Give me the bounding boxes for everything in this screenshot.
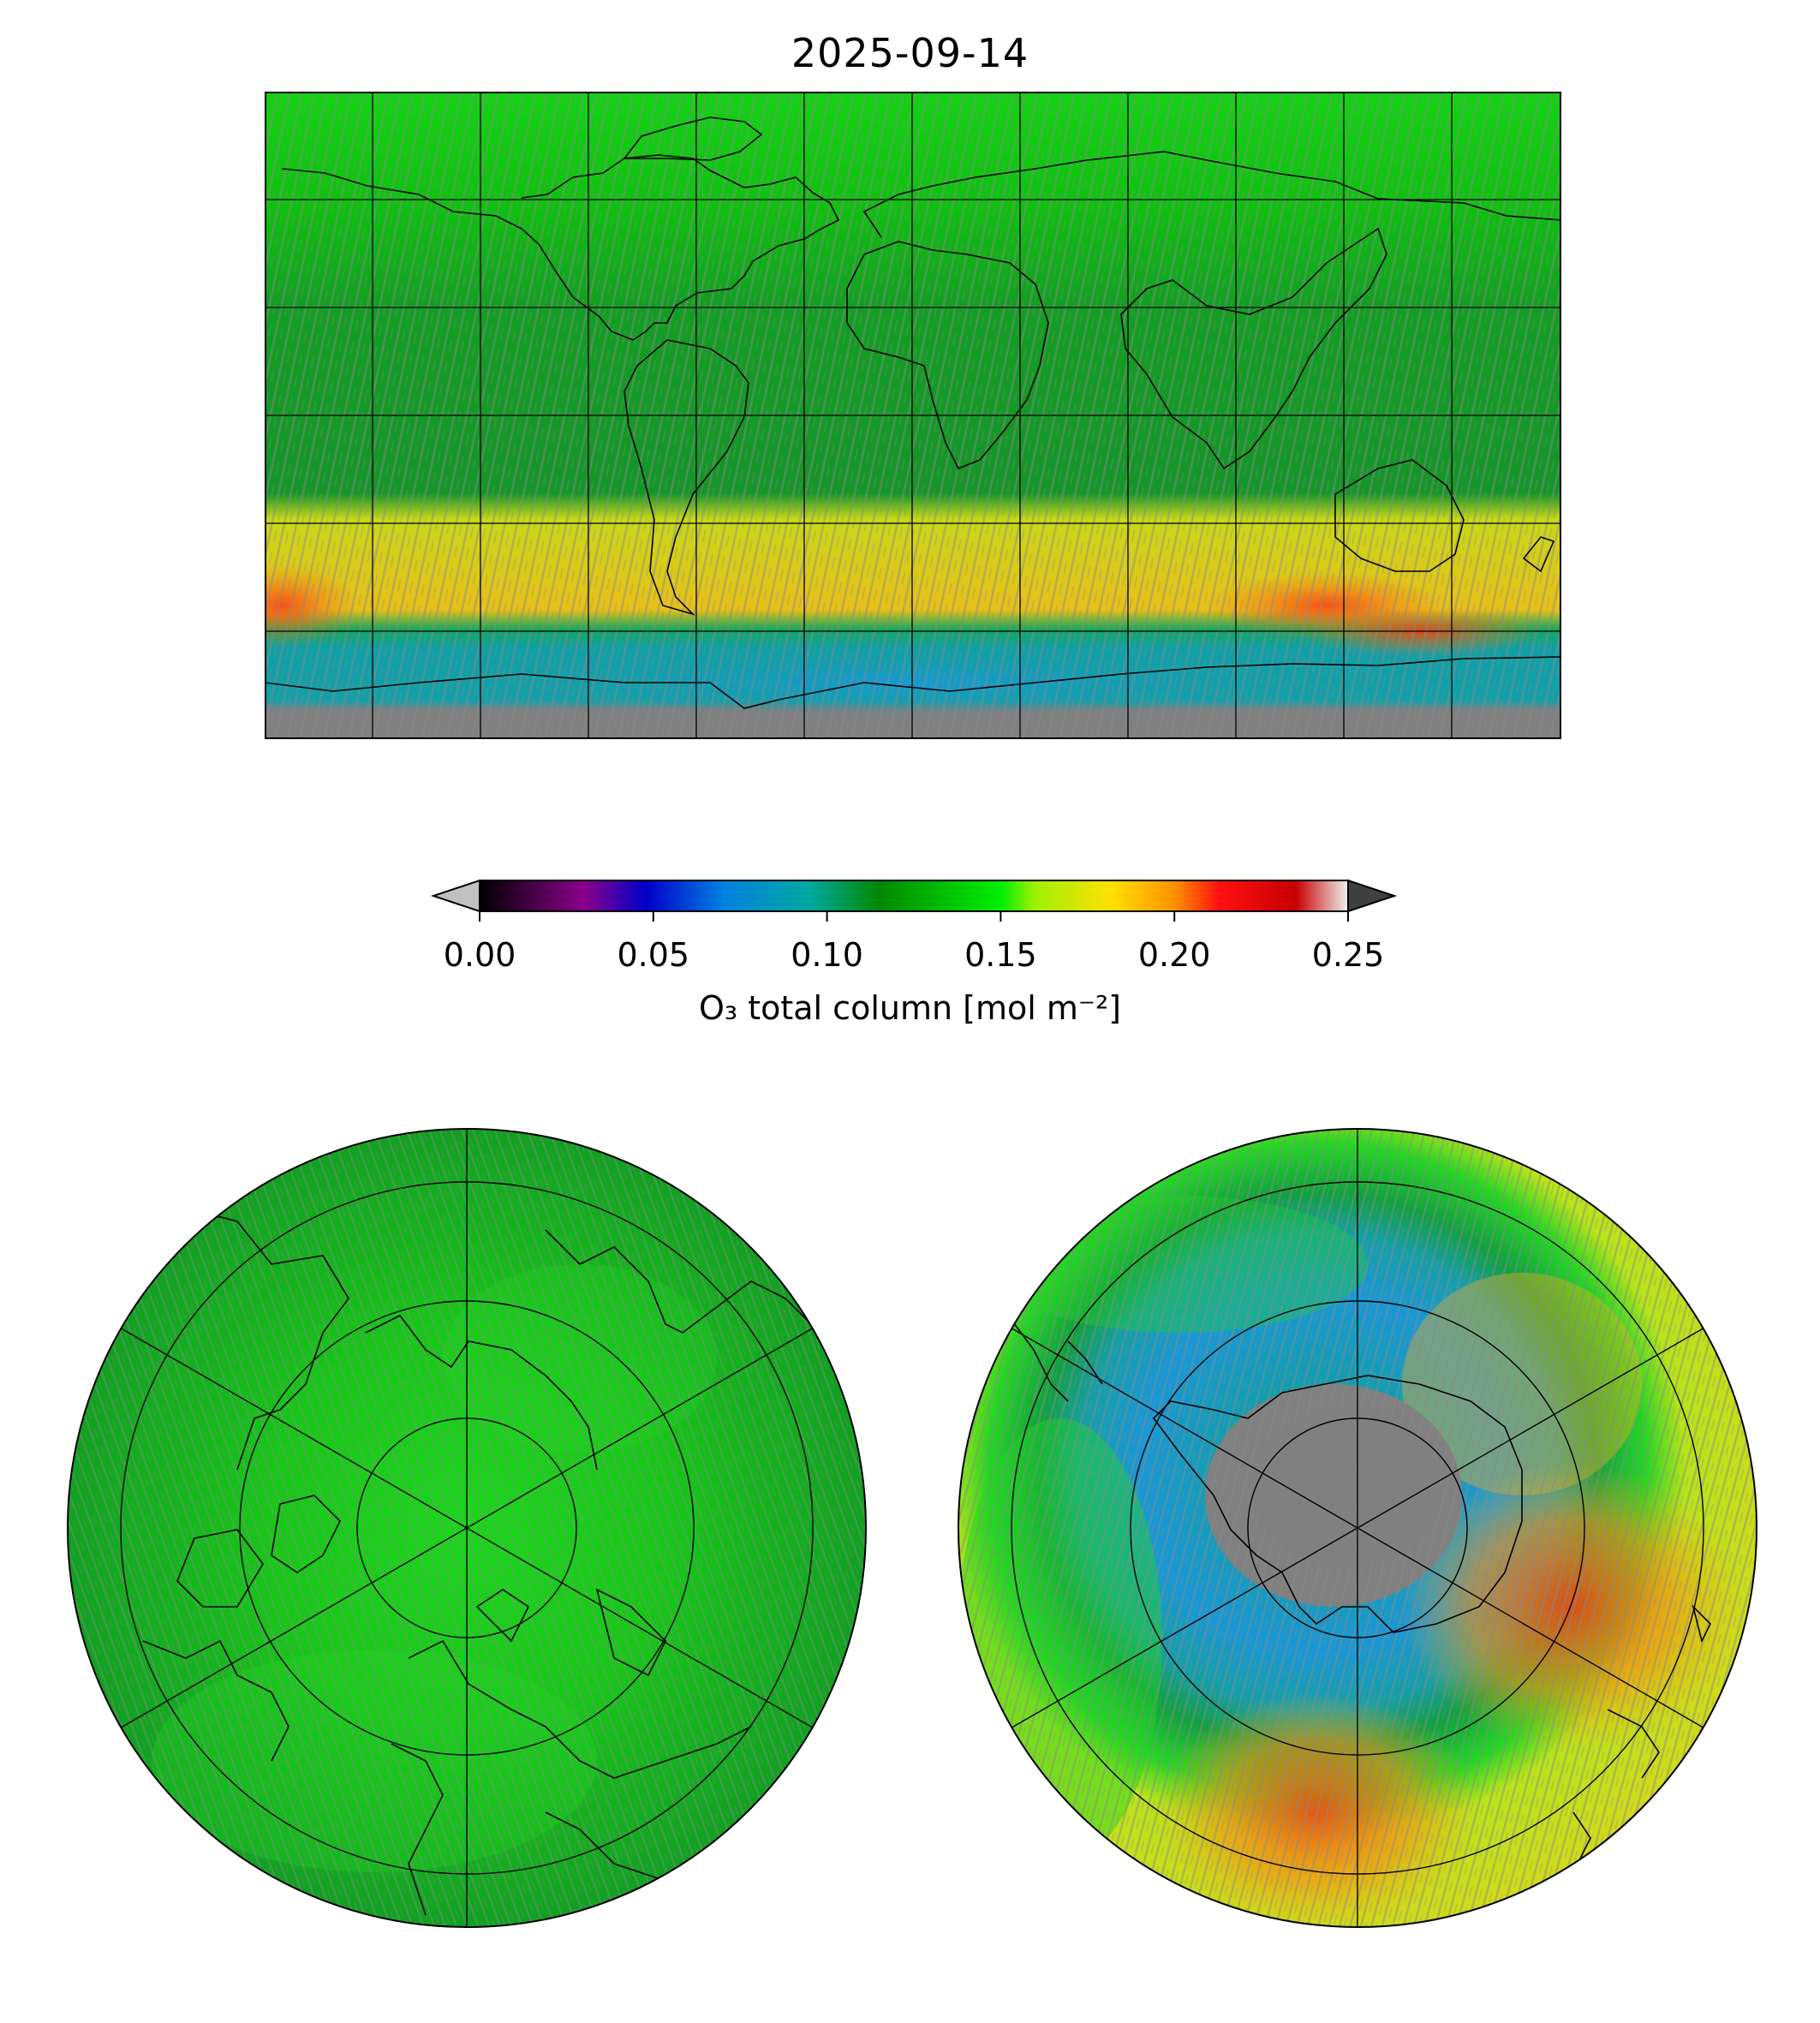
- graticule: [265, 92, 1561, 739]
- graticule: [1011, 1129, 1704, 1927]
- south-polar-map: [958, 1128, 1757, 1928]
- colorbar-label: O₃ total column [mol m⁻²]: [698, 989, 1122, 1027]
- colorbar-tick-label: 0.10: [791, 936, 863, 974]
- figure-title: 2025-09-14: [791, 30, 1029, 76]
- colorbar-tick-label: 0.00: [443, 936, 516, 974]
- coastlines: [265, 116, 1561, 709]
- colorbar: [430, 879, 1398, 922]
- colorbar-tick-label: 0.20: [1137, 936, 1211, 974]
- global-map: [265, 92, 1561, 739]
- colorbar-over-extension: [1347, 879, 1398, 913]
- north-polar-map: [67, 1128, 867, 1928]
- colorbar-tick-label: 0.15: [964, 936, 1037, 974]
- colorbar-tick-label: 0.25: [1311, 936, 1385, 974]
- graticule: [120, 1129, 814, 1927]
- colorbar-tick-label: 0.05: [617, 936, 690, 974]
- colorbar-under-extension: [430, 879, 480, 913]
- colorbar-gradient: [480, 880, 1348, 911]
